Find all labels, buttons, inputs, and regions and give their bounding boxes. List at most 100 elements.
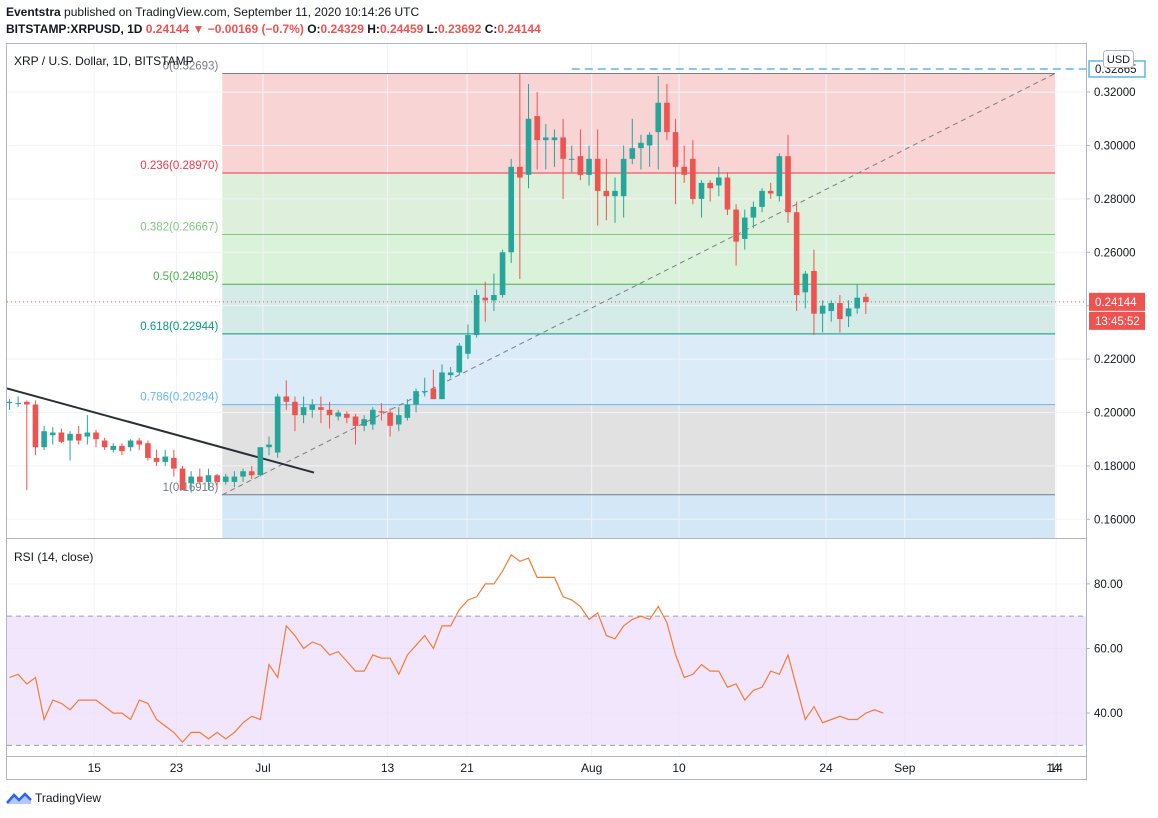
- fib-level-label: 1(0.16918): [163, 482, 219, 494]
- candle-body: [214, 475, 220, 482]
- high-value: 0.24459: [379, 22, 424, 36]
- rsi-axis-label: 80.00: [1094, 579, 1123, 591]
- candle-body: [222, 476, 229, 482]
- candle-body: [482, 297, 489, 301]
- candle-body: [370, 409, 376, 425]
- candle-body: [413, 391, 419, 405]
- candle-body: [41, 431, 47, 448]
- candle-body: [716, 177, 722, 186]
- down-arrow-icon: ▼: [192, 22, 205, 36]
- rsi-axis-label: 40.00: [1094, 708, 1123, 720]
- time-tick-label: Aug: [581, 761, 602, 775]
- candle-body: [127, 440, 134, 448]
- candle-body: [620, 158, 627, 197]
- candle-body: [534, 116, 540, 141]
- price-axis-label: 0.30000: [1094, 140, 1136, 152]
- footer: TradingView: [6, 791, 101, 805]
- candle-body: [733, 209, 739, 242]
- candle-body: [612, 190, 618, 197]
- candle-body: [517, 166, 523, 178]
- publish-text: published on TradingView.com, September …: [64, 5, 420, 19]
- candle-body: [145, 443, 151, 458]
- candle-body: [318, 407, 324, 410]
- close-label: C:: [484, 22, 498, 36]
- publisher-name[interactable]: Eventstra: [6, 5, 61, 19]
- bar-timer-label: 13:45:52: [1095, 316, 1140, 328]
- symbol-label: BITSTAMP:XRPUSD, 1D: [6, 22, 143, 36]
- candle-body: [577, 156, 584, 175]
- candle-body: [828, 303, 835, 312]
- time-tick-label: 13: [381, 761, 395, 775]
- candle-body: [75, 433, 82, 441]
- candle-body: [543, 137, 549, 141]
- price-axis-label: 0.32000: [1094, 87, 1136, 99]
- candle-body: [292, 401, 298, 416]
- fib-level-label: 0.618(0.22944): [140, 321, 218, 333]
- candle-body: [698, 182, 705, 199]
- close-value: 0.24144: [497, 22, 541, 36]
- candle-body: [119, 445, 125, 452]
- candle-body: [776, 156, 783, 197]
- fib-zone: [222, 172, 1056, 235]
- time-tick-label: 15: [88, 761, 102, 775]
- candle-body: [387, 412, 393, 426]
- candle-body: [153, 457, 160, 462]
- fib-zone: [222, 73, 1056, 173]
- candle-body: [724, 177, 731, 210]
- tradingview-logo-icon: [6, 792, 32, 804]
- last-price-tag-label: 0.24144: [1095, 297, 1137, 309]
- candle-body: [439, 372, 445, 400]
- price-axis-label: 0.16000: [1094, 514, 1136, 526]
- time-tick-label: 21: [460, 761, 474, 775]
- time-tick-label: 10: [672, 761, 686, 775]
- candle-body: [845, 308, 852, 317]
- price-axis-label: 0.20000: [1094, 407, 1136, 419]
- candle-body: [664, 102, 670, 133]
- candle-body: [568, 158, 575, 160]
- low-value: 0.23692: [438, 22, 482, 36]
- candle-body: [248, 471, 255, 476]
- time-tick-label: 24: [819, 761, 833, 775]
- candle-body: [6, 401, 13, 404]
- candle-body: [629, 148, 636, 159]
- fib-level-label: 0.786(0.20294): [140, 392, 218, 404]
- candle-body: [646, 134, 653, 146]
- candle-body: [465, 335, 471, 354]
- candle-body: [508, 166, 514, 253]
- last-price: 0.24144: [145, 22, 190, 36]
- candle-body: [603, 190, 610, 197]
- candle-body: [525, 118, 532, 175]
- currency-button[interactable]: USD: [1103, 50, 1134, 68]
- candle-body: [707, 182, 713, 189]
- fib-level-label: 0.382(0.26667): [140, 221, 218, 233]
- candle-body: [205, 475, 212, 482]
- candle-body: [335, 412, 341, 417]
- candle-body: [352, 416, 359, 426]
- candle-body: [309, 404, 316, 410]
- price-change: −0.00169 (−0.7%): [207, 22, 304, 36]
- candle-body: [49, 432, 56, 436]
- high-label: H:: [367, 22, 380, 36]
- candle-body: [447, 372, 454, 376]
- fib-zone: [222, 494, 1056, 538]
- candle-body: [690, 158, 696, 199]
- price-axis-label: 0.26000: [1094, 247, 1136, 259]
- candle-body: [430, 388, 437, 400]
- candle-body: [456, 345, 463, 373]
- rsi-band: [7, 616, 1086, 746]
- last-price-tag: [1089, 292, 1145, 311]
- candle-body: [759, 190, 765, 207]
- candle-body: [171, 457, 177, 469]
- candle-body: [274, 396, 281, 453]
- candle-body: [240, 471, 246, 477]
- bar-timer-tag: [1089, 311, 1145, 330]
- candle-body: [58, 432, 65, 442]
- tradingview-brand[interactable]: TradingView: [35, 791, 102, 805]
- candle-body: [594, 158, 601, 191]
- fib-zone: [222, 234, 1056, 285]
- currency-button-label[interactable]: USD: [1107, 54, 1130, 66]
- candle-body: [741, 217, 748, 239]
- candle-body: [395, 415, 402, 425]
- ohlc-legend: BITSTAMP:XRPUSD, 1D 0.24144 ▼ −0.00169 (…: [6, 22, 541, 36]
